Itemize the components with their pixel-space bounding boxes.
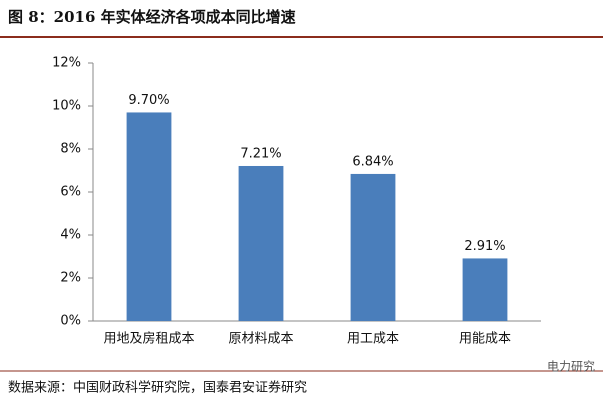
bar <box>238 165 284 321</box>
value-label: 2.91% <box>464 239 505 254</box>
bar <box>126 112 172 321</box>
source-note: 数据来源：中国财政科学研究院，国泰君安证券研究 <box>8 380 307 396</box>
x-tick-label: 用能成本 <box>459 332 511 347</box>
bar <box>350 173 396 321</box>
y-tick-label: 4% <box>60 228 81 243</box>
bar <box>462 258 508 321</box>
y-tick-label: 0% <box>60 314 81 329</box>
x-tick-label: 用工成本 <box>347 332 399 347</box>
value-label: 9.70% <box>128 93 169 108</box>
x-tick-label: 用地及房租成本 <box>103 331 194 347</box>
y-tick-label: 6% <box>60 185 81 200</box>
y-tick-label: 2% <box>60 271 81 286</box>
chart-title: 图 8：2016 年实体经济各项成本同比增速 <box>8 8 296 26</box>
watermark: 电力研究 <box>547 359 595 374</box>
y-tick-label: 8% <box>60 142 81 157</box>
value-label: 7.21% <box>240 146 281 161</box>
value-label: 6.84% <box>352 154 393 169</box>
x-tick-label: 原材料成本 <box>228 332 293 347</box>
y-tick-label: 10% <box>52 99 81 114</box>
y-tick-label: 12% <box>52 56 81 71</box>
